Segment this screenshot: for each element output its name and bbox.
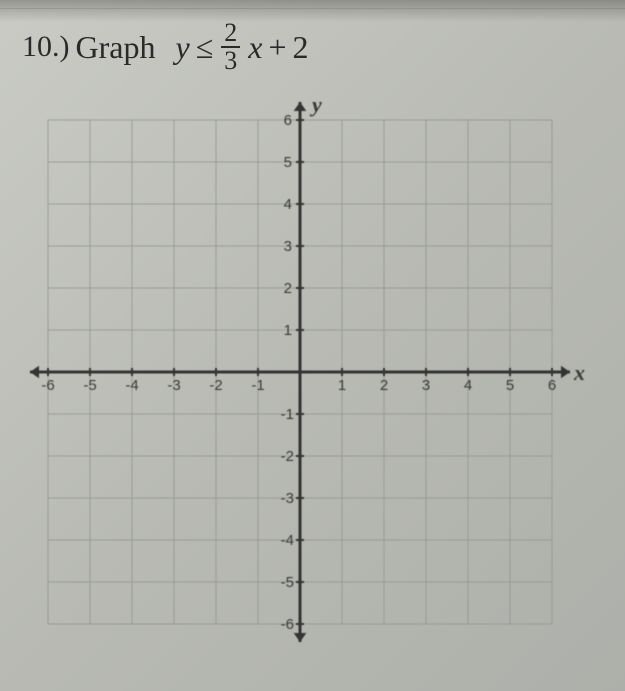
- svg-text:2: 2: [284, 280, 292, 297]
- grid-svg: -6 -5 -4 -3 -2 -1 1 2 3 4 5 6 1 2 3 4 5 6 -1 -2 -3 -4 -5 -6: [18, 92, 603, 662]
- svg-text:-6: -6: [281, 616, 294, 633]
- coordinate-grid: -6 -5 -4 -3 -2 -1 1 2 3 4 5 6 1 2 3 4 5 6 -1 -2 -3 -4 -5 -6 y x: [18, 92, 603, 662]
- svg-text:6: 6: [284, 112, 292, 129]
- slope-fraction: 2 3: [221, 20, 240, 74]
- plus-sign: +: [268, 29, 286, 66]
- svg-text:1: 1: [338, 377, 346, 394]
- svg-text:-1: -1: [251, 377, 264, 394]
- svg-text:2: 2: [380, 377, 388, 394]
- svg-text:3: 3: [284, 238, 292, 255]
- worksheet-page: 10.) Graph y ≤ 2 3 x + 2 -6-5-4-3-2-1123…: [0, 0, 625, 691]
- fraction-denominator: 3: [221, 46, 240, 74]
- var-x: x: [248, 29, 262, 66]
- svg-text:-6: -6: [41, 377, 54, 394]
- svg-text:5: 5: [506, 377, 514, 394]
- svg-text:-5: -5: [281, 574, 294, 591]
- x-axis-label: x: [574, 360, 585, 386]
- svg-text:4: 4: [464, 377, 472, 394]
- relation-le: ≤: [196, 29, 214, 66]
- svg-text:-2: -2: [281, 448, 294, 465]
- svg-text:-3: -3: [281, 490, 294, 507]
- graph-verb: Graph: [76, 29, 156, 66]
- svg-text:1: 1: [284, 322, 292, 339]
- svg-text:-3: -3: [167, 377, 180, 394]
- svg-text:-5: -5: [83, 377, 96, 394]
- svg-text:-4: -4: [281, 532, 294, 549]
- svg-text:5: 5: [284, 154, 292, 171]
- constant-term: 2: [292, 29, 308, 66]
- svg-text:-1: -1: [281, 406, 294, 423]
- svg-text:3: 3: [422, 377, 430, 394]
- svg-text:4: 4: [284, 196, 292, 213]
- problem-statement: 10.) Graph y ≤ 2 3 x + 2: [22, 20, 607, 74]
- svg-text:-2: -2: [209, 377, 222, 394]
- svg-text:6: 6: [548, 377, 556, 394]
- var-y: y: [175, 29, 189, 66]
- svg-text:-4: -4: [125, 377, 138, 394]
- fraction-numerator: 2: [221, 20, 240, 46]
- y-axis-label: y: [312, 92, 322, 118]
- problem-number: 10.): [22, 30, 70, 64]
